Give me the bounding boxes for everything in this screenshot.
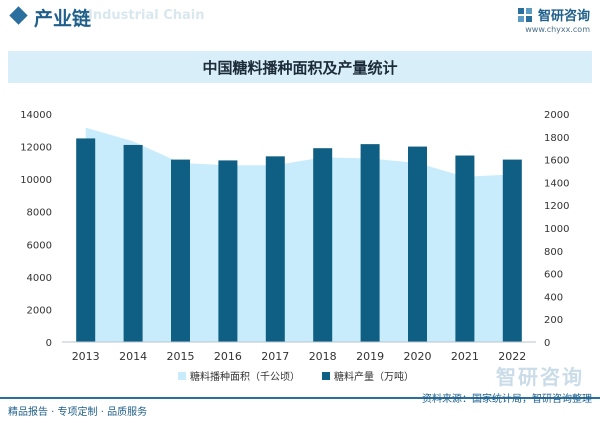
- x-tick-label: 2022: [498, 350, 526, 363]
- x-tick-label: 2013: [72, 350, 100, 363]
- footer-brand-mark: 智研咨询: [496, 365, 584, 389]
- bar-2015: [171, 159, 190, 342]
- chart-svg: 0 2000 4000 6000 8000 10000 12000 14000 0 200 400 6…: [20, 110, 569, 383]
- chart-title: 中国糖料播种面积及产量统计: [202, 59, 398, 77]
- y-left-tick-label: 14000: [20, 110, 52, 121]
- bar-2013: [76, 138, 96, 342]
- y-right-tick-label: 0: [544, 338, 550, 349]
- legend-swatch-output: [322, 372, 330, 380]
- y-right-tick-label: 400: [544, 292, 563, 303]
- y-left-tick-label: 12000: [20, 143, 52, 154]
- y-right-tick-label: 1400: [544, 178, 569, 189]
- x-tick-label: 2021: [451, 350, 479, 363]
- bar-2021: [455, 155, 475, 342]
- source-note: 资料来源：国家统计局，智研咨询整理: [422, 394, 592, 405]
- footer-tagline: 精品报告 · 专项定制 · 品质服务: [8, 407, 148, 418]
- y-right-tick-label: 1000: [544, 224, 569, 235]
- bar-2016: [218, 160, 238, 342]
- y-right-tick-label: 1600: [544, 156, 569, 167]
- legend-swatch-planting: [178, 372, 186, 380]
- y-right-tick-label: 1200: [544, 201, 569, 212]
- bar-2018: [313, 148, 333, 342]
- y-right-tick-label: 200: [544, 315, 563, 326]
- legend-label-planting: 糖料播种面积（千公顷）: [190, 370, 300, 383]
- chart-title-band: 中国糖料播种面积及产量统计: [8, 51, 592, 83]
- x-tick-label: 2020: [404, 350, 432, 363]
- y-left-tick-label: 6000: [27, 240, 52, 251]
- bar-2020: [408, 146, 427, 342]
- brand-name: 智研咨询: [537, 9, 590, 24]
- y-left-tick-label: 0: [46, 338, 52, 349]
- y-right-tick-label: 600: [544, 270, 563, 281]
- x-tick-label: 2019: [356, 350, 384, 363]
- brand-url: www.chyxx.com: [525, 25, 590, 34]
- y-left-tick-label: 10000: [20, 175, 52, 186]
- chart-area: 0 2000 4000 6000 8000 10000 12000 14000 0 200 400 6…: [0, 100, 600, 400]
- page-header: 产业链 Industrial Chain 智研咨询 www.chyxx.com: [0, 0, 600, 34]
- legend-label-output: 糖料产量（万吨）: [334, 370, 414, 383]
- x-tick-label: 2018: [309, 350, 337, 363]
- bar-2019: [360, 144, 380, 342]
- x-tick-label: 2016: [214, 350, 242, 363]
- y-right-tick-label: 1800: [544, 133, 569, 144]
- watermark-text: Industrial Chain: [88, 8, 205, 23]
- area-series-planting: [85, 127, 513, 343]
- bar-2014: [123, 144, 143, 342]
- zhiyan-logo-icon: [517, 7, 532, 22]
- x-tick-label: 2015: [167, 350, 195, 363]
- y-left-tick-label: 4000: [27, 273, 52, 284]
- y-left-tick-label: 2000: [27, 305, 52, 316]
- bar-2022: [502, 159, 522, 342]
- page-footer: 智研咨询 资料来源：国家统计局，智研咨询整理 精品报告 · 专项定制 · 品质服…: [0, 365, 600, 423]
- y-right-tick-label: 2000: [544, 110, 569, 121]
- bar-2017: [265, 156, 285, 342]
- footer-divider: [0, 397, 600, 399]
- section-title: 产业链: [34, 8, 92, 30]
- x-tick-label: 2017: [261, 350, 289, 363]
- diamond-icon: [9, 6, 28, 25]
- y-right-tick-label: 800: [544, 247, 563, 258]
- brand-block: 智研咨询 www.chyxx.com: [517, 4, 590, 34]
- x-tick-label: 2014: [119, 350, 147, 363]
- y-left-tick-label: 8000: [27, 208, 52, 219]
